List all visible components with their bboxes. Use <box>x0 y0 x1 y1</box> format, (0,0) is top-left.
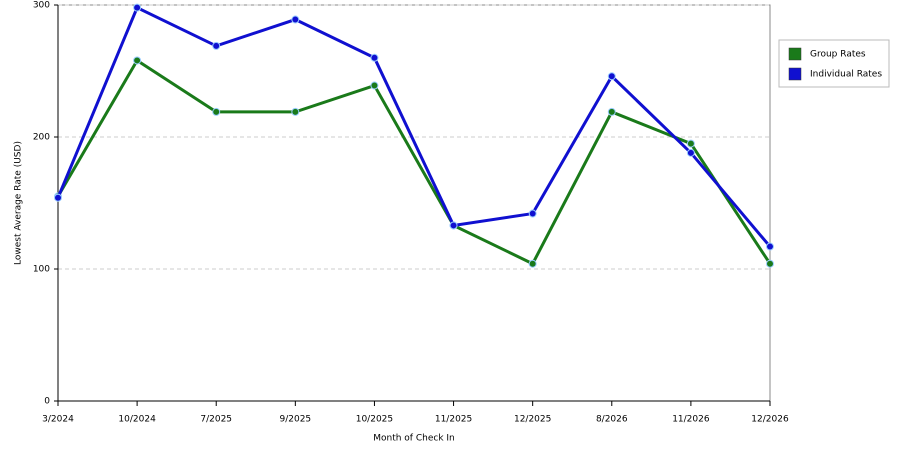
x-tick-label: 11/2025 <box>435 415 472 425</box>
x-tick-label: 10/2024 <box>118 415 156 425</box>
y-tick-label: 300 <box>33 1 50 11</box>
plot-area <box>57 4 771 402</box>
data-point <box>686 148 695 157</box>
legend-swatch <box>788 47 802 61</box>
data-point <box>133 3 142 12</box>
data-point <box>291 15 300 24</box>
data-point <box>607 107 616 116</box>
y-tick-label: 200 <box>33 133 50 143</box>
x-tick-label: 11/2026 <box>672 415 710 425</box>
legend-label: Group Rates <box>810 50 866 60</box>
x-tick-label: 12/2026 <box>751 415 789 425</box>
y-axis-label: Lowest Average Rate (USD) <box>14 141 24 265</box>
data-point <box>607 72 616 81</box>
x-tick-label: 8/2026 <box>596 415 628 425</box>
data-point <box>528 259 537 268</box>
series-line <box>56 58 772 266</box>
data-point <box>370 81 379 90</box>
data-point <box>528 209 537 218</box>
series-line <box>56 5 772 248</box>
data-point <box>766 259 774 268</box>
x-tick-label: 12/2025 <box>514 415 551 425</box>
data-point <box>133 56 142 65</box>
x-tick-label: 3/2024 <box>42 415 74 425</box>
data-point <box>370 53 379 62</box>
x-tick-label: 9/2025 <box>279 415 311 425</box>
legend-label: Individual Rates <box>810 70 882 80</box>
y-tick-label: 100 <box>33 265 50 275</box>
data-point <box>212 107 221 116</box>
data-point <box>212 41 221 50</box>
x-tick-label: 10/2025 <box>356 415 393 425</box>
data-point <box>686 139 695 148</box>
data-point <box>766 242 774 251</box>
data-point <box>449 221 458 230</box>
x-axis-label: Month of Check In <box>373 434 455 444</box>
data-point <box>54 193 62 202</box>
data-point <box>291 107 300 116</box>
x-tick-label: 7/2025 <box>200 415 232 425</box>
y-tick-label: 0 <box>44 397 50 407</box>
legend-swatch <box>788 67 802 81</box>
